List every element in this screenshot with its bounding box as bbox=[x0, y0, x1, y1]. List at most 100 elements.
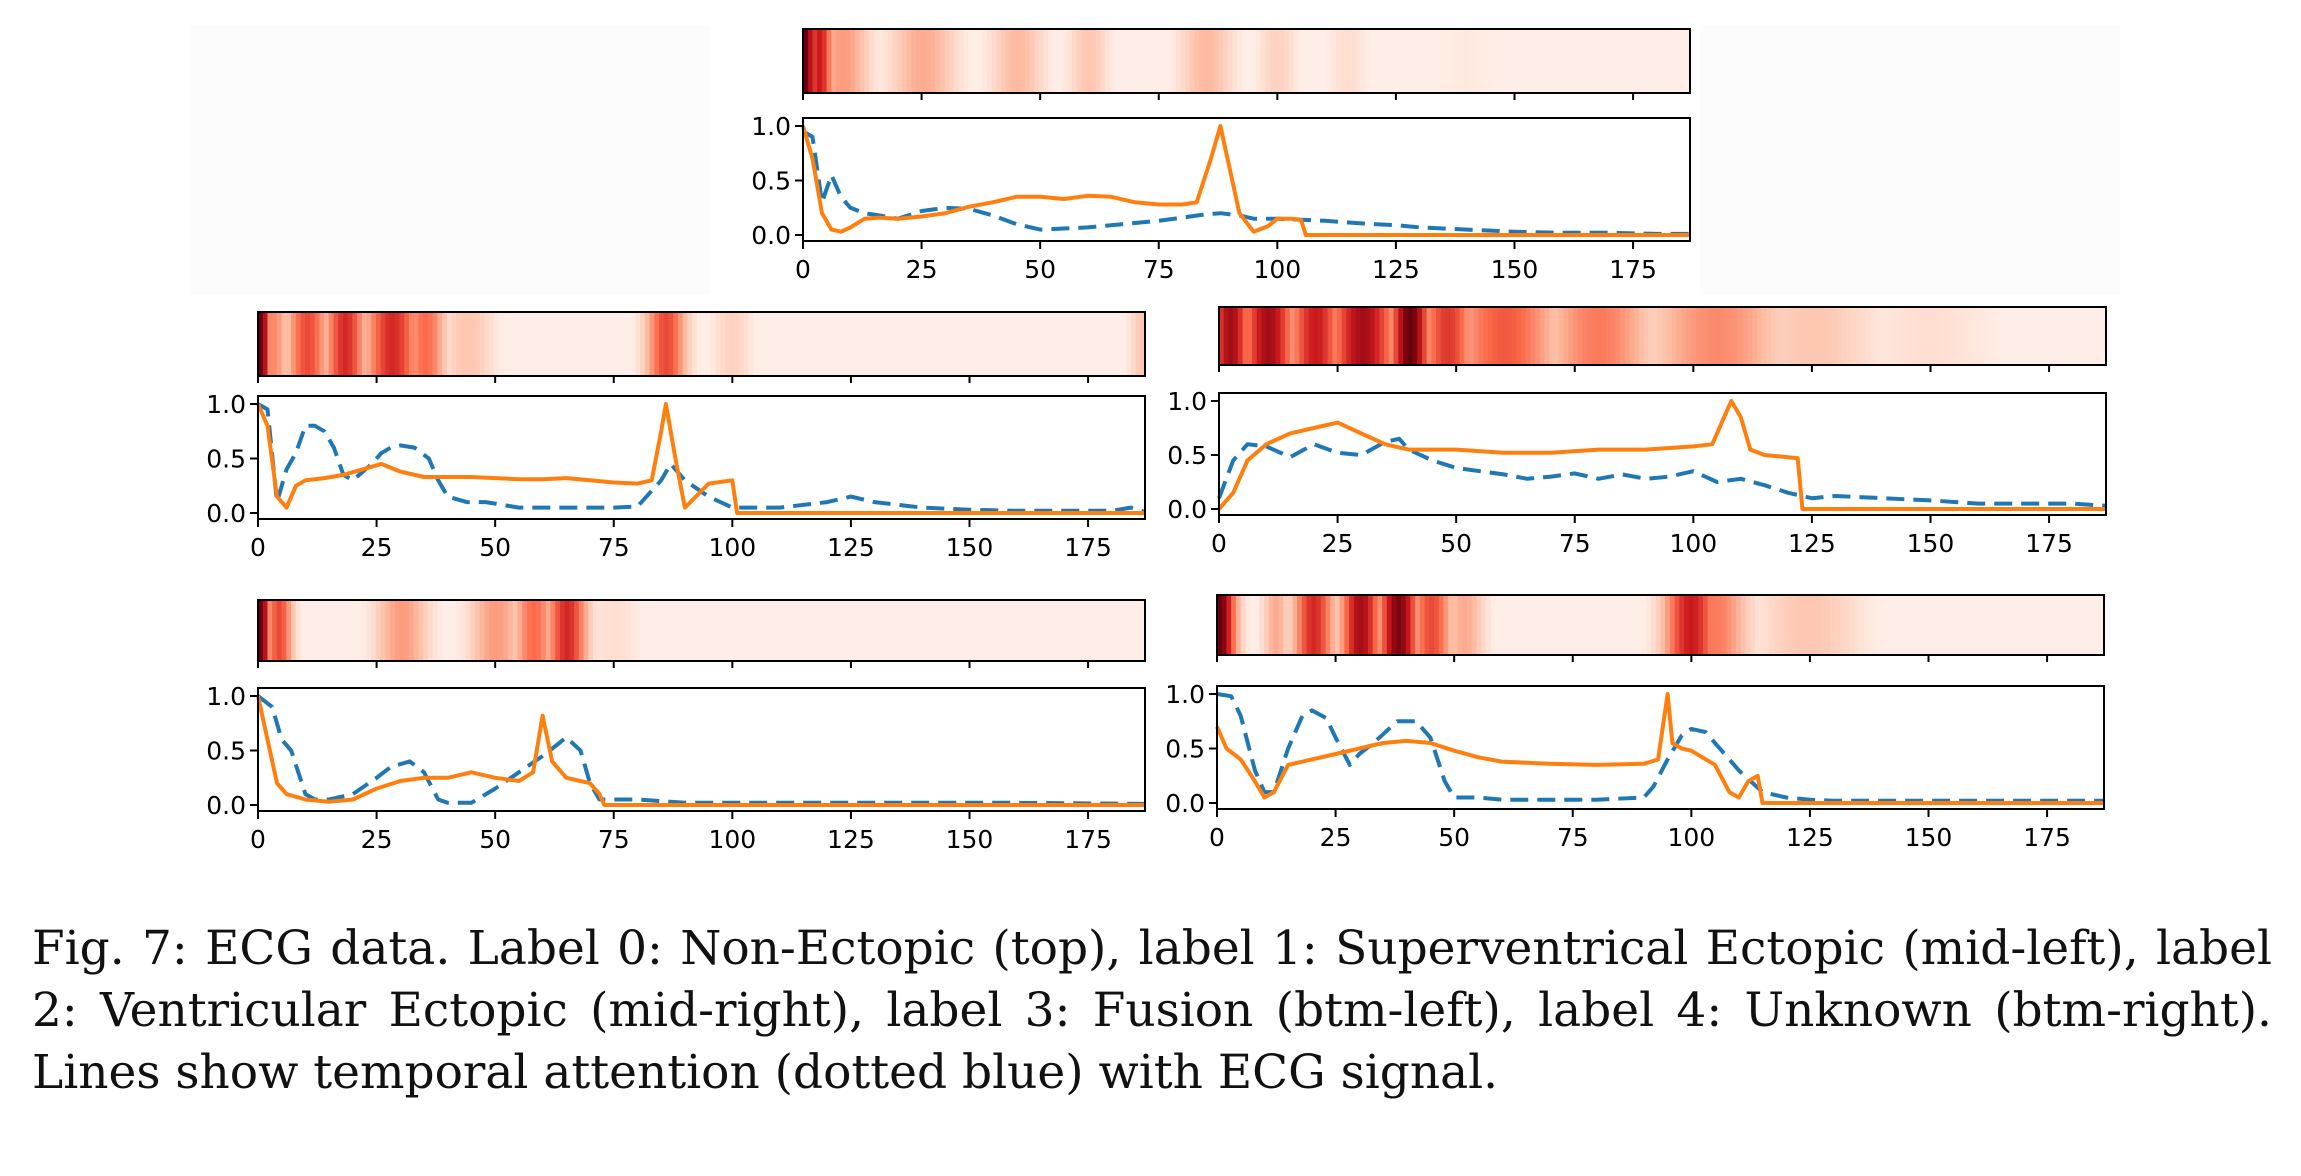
heatmap-cell bbox=[1069, 312, 1075, 376]
heatmap-cell bbox=[857, 312, 863, 376]
heatmap-cell bbox=[876, 600, 882, 661]
heatmap-cell bbox=[286, 600, 292, 661]
heatmap-cell bbox=[588, 312, 594, 376]
heatmap-cell bbox=[861, 312, 868, 376]
heatmap-cell bbox=[1981, 595, 1987, 655]
heatmap-cell bbox=[1227, 29, 1233, 93]
x-tick-label: 75 bbox=[1559, 529, 1591, 558]
heatmap-cell bbox=[1704, 307, 1711, 365]
heatmap-cell bbox=[663, 312, 670, 376]
heatmap-cell bbox=[1128, 29, 1134, 93]
heatmap-cell bbox=[942, 600, 948, 661]
heatmap-cell bbox=[1986, 595, 1992, 655]
heatmap-cell bbox=[1822, 307, 1829, 365]
heatmap-cell bbox=[1685, 29, 1691, 93]
heatmap-cell bbox=[470, 600, 476, 661]
heatmap-cell bbox=[1270, 29, 1276, 93]
heatmap-cell bbox=[1232, 29, 1238, 93]
heatmap-cell bbox=[894, 600, 901, 661]
heatmap-cell bbox=[1641, 595, 1647, 655]
heatmap-cell bbox=[1804, 307, 1810, 365]
heatmap-cell bbox=[1613, 595, 1619, 655]
heatmap-cell bbox=[965, 600, 972, 661]
heatmap-cell bbox=[927, 312, 934, 376]
heatmap-cell bbox=[2039, 307, 2046, 365]
heatmap-cell bbox=[1126, 312, 1132, 376]
heatmap-cell bbox=[1462, 595, 1468, 655]
attention-heatmap bbox=[1219, 307, 2107, 365]
heatmap-cell bbox=[1634, 307, 1640, 365]
heatmap-cell bbox=[1572, 29, 1578, 93]
heatmap-cell bbox=[913, 312, 920, 376]
heatmap-cell bbox=[944, 29, 950, 93]
heatmap-cell bbox=[1036, 312, 1042, 376]
x-tick-label: 150 bbox=[1907, 529, 1955, 558]
heatmap-cell bbox=[2089, 595, 2096, 655]
heatmap-cell bbox=[1355, 29, 1361, 93]
heatmap-cell bbox=[1379, 307, 1385, 365]
heatmap-cell bbox=[748, 312, 754, 376]
heatmap-cell bbox=[831, 29, 837, 93]
heatmap-cell bbox=[2000, 595, 2006, 655]
heatmap-cell bbox=[314, 600, 320, 661]
heatmap-cell bbox=[470, 312, 476, 376]
heatmap-cell bbox=[597, 312, 604, 376]
heatmap-cell bbox=[1702, 595, 1709, 655]
x-tick-label: 75 bbox=[1143, 255, 1175, 284]
heatmap-cell bbox=[1221, 595, 1228, 655]
y-tick-label: 0.0 bbox=[1165, 789, 1205, 818]
heatmap-cell bbox=[1931, 307, 1937, 365]
heatmap-cell bbox=[1585, 595, 1591, 655]
heatmap-cell bbox=[413, 312, 420, 376]
x-tick-label: 25 bbox=[906, 255, 938, 284]
heatmap-cell bbox=[814, 600, 821, 661]
heatmap-cell bbox=[2066, 595, 2072, 655]
heatmap-cell bbox=[630, 312, 637, 376]
heatmap-cell bbox=[715, 312, 721, 376]
heatmap-cell bbox=[800, 600, 806, 661]
heatmap-cell bbox=[659, 600, 665, 661]
ecg-signal-line bbox=[801, 124, 1690, 237]
heatmap-cell bbox=[1992, 307, 1999, 365]
heatmap-cell bbox=[394, 600, 401, 661]
heatmap-cell bbox=[1076, 29, 1082, 93]
heatmap-cell bbox=[1820, 595, 1827, 655]
heatmap-cell bbox=[885, 312, 891, 376]
heatmap-cell bbox=[574, 600, 580, 661]
heatmap-cell bbox=[295, 600, 302, 661]
heatmap-cell bbox=[309, 312, 316, 376]
heatmap-cell bbox=[1539, 29, 1545, 93]
heatmap-cell bbox=[1299, 307, 1305, 365]
x-tick-label: 25 bbox=[1322, 529, 1354, 558]
chart-panel-4: 0 25 50 75 100 125 150 175 0.0 0.5 1.0 bbox=[1165, 594, 2105, 852]
heatmap-cell bbox=[1298, 29, 1304, 93]
heatmap-cell bbox=[968, 29, 974, 93]
heatmap-cell bbox=[819, 312, 825, 376]
heatmap-cell bbox=[1551, 595, 1558, 655]
heatmap-cell bbox=[1294, 307, 1300, 365]
heatmap-cell bbox=[1576, 29, 1583, 93]
heatmap-cell bbox=[1638, 307, 1645, 365]
heatmap-cell bbox=[1950, 307, 1956, 365]
heatmap-cell bbox=[626, 312, 632, 376]
heatmap-cell bbox=[1827, 307, 1833, 365]
heatmap-cell bbox=[677, 312, 684, 376]
heatmap-cell bbox=[1119, 29, 1125, 93]
heatmap-cell bbox=[836, 29, 842, 93]
x-tick-label: 100 bbox=[1253, 255, 1301, 284]
heatmap-cell bbox=[357, 312, 363, 376]
heatmap-cell bbox=[2021, 307, 2027, 365]
heatmap-cell bbox=[692, 312, 698, 376]
heatmap-cell bbox=[1326, 29, 1333, 93]
heatmap-cell bbox=[1088, 312, 1094, 376]
heatmap-cell bbox=[559, 312, 566, 376]
heatmap-cell bbox=[1553, 29, 1559, 93]
heatmap-cell bbox=[300, 312, 306, 376]
heatmap-cell bbox=[1340, 29, 1347, 93]
heatmap-cell bbox=[1275, 307, 1281, 365]
heatmap-cell bbox=[1421, 307, 1428, 365]
heatmap-cell bbox=[1726, 595, 1732, 655]
heatmap-cell bbox=[1008, 600, 1014, 661]
heatmap-cell bbox=[810, 600, 816, 661]
heatmap-cell bbox=[913, 600, 920, 661]
